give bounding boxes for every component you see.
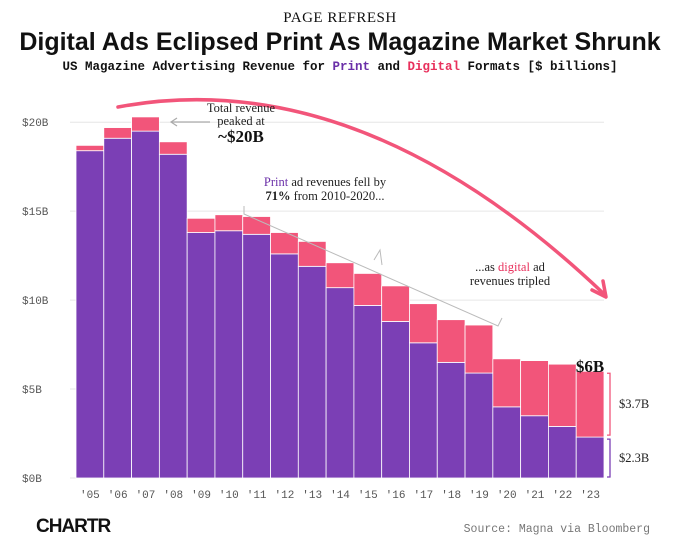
bar-print (214, 230, 244, 479)
peak-pointer-head (169, 117, 178, 127)
bar-digital (325, 262, 355, 289)
bar-digital (492, 358, 522, 408)
chartr-logo: CHARTR (36, 516, 111, 537)
digital-2023-bracket (607, 372, 611, 436)
subtitle-part-1: US Magazine Advertising Revenue for (62, 60, 332, 74)
bar-print (575, 436, 605, 479)
subtitle-print: Print (332, 60, 370, 74)
bar-print (464, 372, 494, 479)
bar-print (297, 265, 327, 479)
x-tick-label: '22 (552, 490, 572, 502)
digital-annotation-line1: ...as digital ad (475, 260, 546, 274)
x-tick-label: '12 (275, 490, 295, 502)
digital-2023-label: $3.7B (619, 397, 649, 411)
x-tick-label: '06 (108, 490, 128, 502)
bar-digital (548, 363, 577, 427)
print-fall-annotation-line2: 71% from 2010-2020... (265, 189, 384, 203)
source-note: Source: Magna via Bloomberg (464, 523, 650, 536)
bar-digital (103, 127, 132, 139)
peak-annotation-value: ~$20B (218, 127, 264, 146)
x-tick-label: '23 (580, 490, 600, 502)
x-tick-label: '15 (358, 490, 378, 502)
x-tick-label: '17 (413, 490, 433, 502)
bar-print (492, 406, 522, 479)
x-tick-label: '08 (163, 490, 183, 502)
bar-digital (436, 319, 466, 363)
bar-print (353, 305, 383, 479)
bar-digital (409, 303, 438, 344)
x-tick-label: '10 (219, 490, 239, 502)
bar-print (75, 150, 105, 479)
bar-print (158, 153, 188, 479)
print-2023-label: $2.3B (619, 451, 649, 465)
x-tick-label: '21 (525, 490, 545, 502)
bar-print (520, 415, 549, 479)
peak-annotation-line2: peaked at (217, 114, 265, 128)
x-axis: '05 '06 '07 '08 '09 '10 '11 '12 '13 '14 '15 '16 '17 '… (80, 490, 600, 502)
bar-print (186, 232, 216, 479)
x-tick-label: '16 (386, 490, 406, 502)
bar-digital (131, 116, 160, 132)
print-fall-rest-1: ad revenues fell by (288, 175, 387, 189)
digital-ann-pre: ...as (475, 260, 498, 274)
subtitle-part-5: Formats [$ billions] (460, 60, 618, 74)
digital-ann-word: digital (498, 260, 530, 274)
bar-digital (353, 273, 383, 306)
digital-annotation-line2: revenues tripled (470, 274, 551, 288)
x-tick-label: '20 (497, 490, 517, 502)
y-tick-label: $10B (22, 296, 49, 308)
kicker: PAGE REFRESH (283, 10, 396, 26)
digital-ann-post: ad (530, 260, 546, 274)
print-fall-bracket-notch (373, 248, 383, 266)
y-tick-label: $5B (22, 385, 42, 397)
print-fall-bracket (243, 206, 503, 327)
print-fall-annotation-line1: Print ad revenues fell by (264, 175, 387, 189)
peak-annotation-line1: Total revenue (207, 101, 276, 115)
bar-digital (381, 285, 410, 322)
x-tick-label: '18 (441, 490, 461, 502)
chart-title: Digital Ads Eclipsed Print As Magazine M… (19, 28, 660, 56)
bar-print (103, 137, 132, 479)
bar-print (409, 342, 438, 479)
bar-digital (520, 360, 549, 417)
bar-print (548, 426, 577, 479)
bar-digital (297, 241, 327, 267)
x-tick-label: '09 (191, 490, 211, 502)
bar-digital (75, 144, 105, 152)
x-tick-label: '05 (80, 490, 100, 502)
bars (75, 116, 605, 479)
bar-digital (214, 214, 244, 232)
bar-print (270, 253, 299, 479)
bar-digital (575, 370, 605, 438)
trend-arrow (116, 97, 606, 296)
bar-digital (464, 324, 494, 374)
print-fall-percent: 71% (265, 189, 290, 203)
bar-print (381, 321, 410, 479)
y-tick-label: $20B (22, 118, 49, 130)
bar-digital (158, 141, 188, 155)
x-tick-label: '11 (247, 490, 267, 502)
bar-print (242, 233, 271, 479)
print-fall-rest-2: from 2010-2020... (290, 189, 384, 203)
y-tick-label: $0B (22, 474, 42, 486)
print-2023-bracket (607, 438, 611, 478)
chart-subtitle: US Magazine Advertising Revenue for Prin… (62, 60, 617, 74)
print-fall-print-word: Print (264, 175, 289, 189)
x-tick-label: '14 (330, 490, 350, 502)
bar-digital (186, 217, 216, 233)
trend-arrowhead (590, 279, 608, 299)
y-tick-label: $15B (22, 207, 49, 219)
bar-print (325, 287, 355, 479)
subtitle-digital: Digital (408, 60, 461, 74)
x-tick-label: '13 (302, 490, 322, 502)
y-axis: $0B $5B $10B $15B $20B (22, 118, 49, 486)
subtitle-part-3: and (370, 60, 408, 74)
bar-print (436, 361, 466, 479)
x-tick-label: '19 (469, 490, 489, 502)
total-2023-label: $6B (576, 357, 604, 376)
x-tick-label: '07 (136, 490, 156, 502)
bar-print (131, 130, 160, 479)
